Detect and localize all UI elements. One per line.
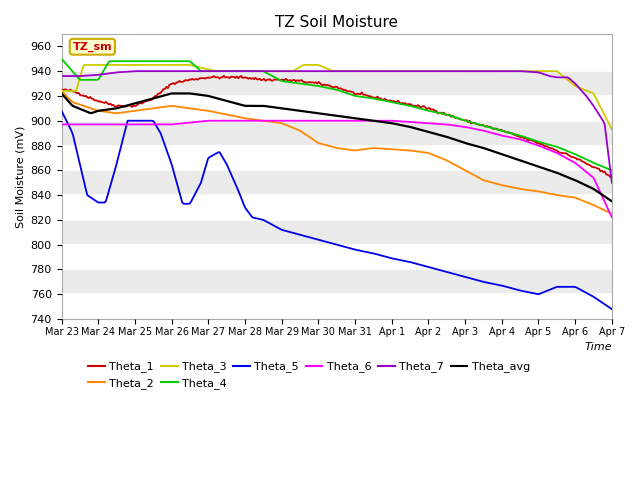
Bar [61,220,612,245]
Theta_5 [340,244,348,250]
Theta_avg [76,106,84,112]
Theta_2 [608,211,616,216]
Line: Theta_2: Theta_2 [61,91,612,214]
Theta_6 [342,118,350,124]
Theta_2 [532,188,540,194]
Theta_7 [93,72,101,78]
Theta_avg [58,91,65,96]
Theta_3 [81,62,88,68]
Theta_2 [450,161,458,167]
Line: Theta_3: Theta_3 [61,65,612,130]
Theta_4 [58,56,65,61]
Theta_7 [533,70,541,75]
Theta_2 [76,102,84,108]
Theta_2 [93,108,101,113]
Theta_3 [95,62,103,68]
Theta_4 [340,89,348,95]
Theta_avg [532,163,540,168]
Theta_4 [608,168,616,173]
Theta_4 [532,138,540,144]
Theta_6 [605,208,613,214]
Theta_1 [93,97,101,103]
Theta_2 [604,209,611,215]
Theta_5 [532,291,540,297]
Theta_1 [608,174,616,180]
Theta_3 [58,88,65,94]
Theta_7 [76,73,84,79]
Theta_4 [604,166,611,171]
Theta_7 [58,73,65,79]
Theta_3 [605,121,613,127]
Line: Theta_avg: Theta_avg [61,94,612,201]
Theta_6 [58,121,65,127]
Theta_4 [76,77,84,83]
Text: TZ_sm: TZ_sm [72,42,112,52]
Y-axis label: Soil Moisture (mV): Soil Moisture (mV) [15,125,25,228]
Theta_5 [450,271,458,277]
Theta_4 [93,77,101,83]
Theta_2 [340,146,348,152]
Line: Theta_1: Theta_1 [61,76,612,177]
Theta_1 [605,172,613,178]
Theta_6 [93,121,101,127]
X-axis label: Time: Time [584,342,612,352]
Theta_4 [450,114,458,120]
Theta_1 [76,92,84,98]
Bar [61,269,612,294]
Theta_5 [604,303,611,309]
Theta_avg [604,195,611,201]
Theta_1 [220,73,228,79]
Theta_3 [451,68,459,74]
Theta_1 [342,87,350,93]
Bar [61,71,612,96]
Theta_5 [76,163,84,168]
Theta_3 [342,68,350,74]
Theta_3 [533,68,541,74]
Theta_6 [76,121,84,127]
Theta_5 [93,199,101,205]
Theta_5 [608,306,616,312]
Theta_7 [605,156,613,162]
Theta_6 [205,118,213,124]
Legend: Theta_1, Theta_2, Theta_3, Theta_4, Theta_5, Theta_6, Theta_7, Theta_avg: Theta_1, Theta_2, Theta_3, Theta_4, Thet… [84,357,534,393]
Theta_3 [608,127,616,132]
Line: Theta_4: Theta_4 [61,59,612,170]
Line: Theta_7: Theta_7 [61,71,612,183]
Line: Theta_5: Theta_5 [61,111,612,309]
Theta_6 [533,142,541,148]
Theta_7 [342,68,350,74]
Bar [61,170,612,195]
Theta_7 [451,68,459,74]
Theta_avg [93,108,101,114]
Theta_6 [451,123,459,129]
Theta_avg [450,136,458,142]
Title: TZ Soil Moisture: TZ Soil Moisture [275,15,398,30]
Theta_1 [607,174,614,180]
Bar [61,121,612,145]
Theta_avg [608,198,616,204]
Theta_1 [451,115,459,121]
Theta_1 [533,140,541,146]
Theta_5 [58,108,65,114]
Theta_3 [76,74,84,80]
Theta_2 [58,88,65,94]
Line: Theta_6: Theta_6 [61,121,612,217]
Theta_6 [608,215,616,220]
Theta_1 [58,86,65,92]
Theta_7 [608,180,616,186]
Theta_7 [132,68,140,74]
Theta_avg [340,114,348,120]
